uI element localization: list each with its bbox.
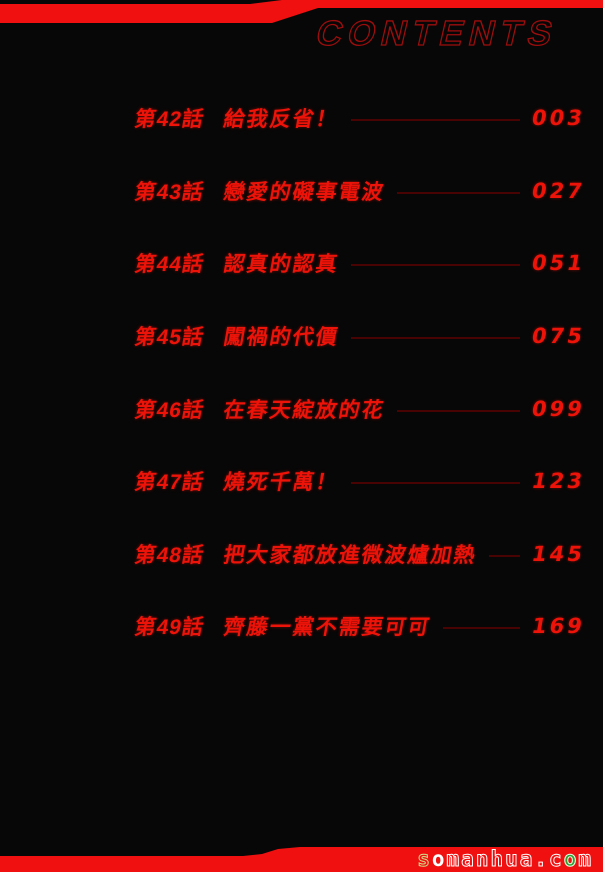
table-of-contents: 第42話 給我反省！ 003 第43話 戀愛的礙事電波 027 第44話 認真的… — [132, 82, 588, 663]
leader-line — [489, 554, 521, 557]
chapter-number: 第44話 — [132, 253, 207, 277]
chapter-number: 第45話 — [132, 326, 207, 350]
page-number: 123 — [530, 469, 588, 494]
watermark-text: s — [417, 847, 432, 872]
page-title: CONTENTS — [311, 13, 562, 53]
watermark-text: m — [578, 847, 593, 872]
toc-entry: 第45話 闖禍的代價 075 — [132, 300, 588, 373]
watermark-text: manhua.c — [446, 847, 564, 872]
chapter-title: 戀愛的礙事電波 — [222, 180, 388, 204]
toc-entry: 第46話 在春天綻放的花 099 — [132, 372, 588, 445]
toc-entry: 第49話 齊藤一黨不需要可可 169 — [132, 590, 588, 663]
chapter-title: 給我反省！ — [222, 108, 342, 132]
leader-line — [351, 264, 521, 267]
chapter-number: 第47話 — [132, 471, 207, 495]
watermark-text: o — [431, 847, 447, 871]
toc-entry: 第48話 把大家都放進微波爐加熱 145 — [132, 518, 588, 591]
chapter-title: 齊藤一黨不需要可可 — [222, 616, 434, 640]
page-number: 145 — [530, 541, 588, 566]
chapter-number: 第46話 — [132, 398, 207, 422]
leader-line — [397, 409, 521, 412]
top-red-band — [0, 0, 603, 23]
chapter-title: 把大家都放進微波爐加熱 — [222, 543, 480, 567]
chapter-title: 燒死千萬！ — [222, 471, 342, 495]
chapter-title: 認真的認真 — [222, 253, 342, 277]
chapter-number: 第42話 — [132, 108, 207, 132]
page-number: 051 — [530, 251, 588, 276]
leader-line — [397, 191, 521, 194]
chapter-number: 第49話 — [132, 616, 207, 640]
leader-line — [351, 337, 521, 340]
page-number: 003 — [530, 106, 588, 131]
toc-entry: 第44話 認真的認真 051 — [132, 227, 588, 300]
chapter-title: 在春天綻放的花 — [222, 398, 388, 422]
watermark-text: o — [563, 847, 579, 872]
chapter-number: 第48話 — [132, 543, 207, 567]
leader-line — [351, 119, 521, 122]
bottom-red-band — [0, 847, 603, 872]
chapter-number: 第43話 — [132, 180, 207, 204]
page-number: 027 — [530, 178, 588, 203]
site-watermark: somanhua.com — [417, 847, 593, 872]
toc-entry: 第47話 燒死千萬！ 123 — [132, 445, 588, 518]
leader-line — [351, 482, 521, 485]
leader-line — [443, 627, 521, 630]
chapter-title: 闖禍的代價 — [222, 326, 342, 350]
page-number: 075 — [530, 324, 588, 349]
page-number: 169 — [530, 614, 588, 639]
toc-entry: 第42話 給我反省！ 003 — [132, 82, 588, 155]
page-number: 099 — [530, 396, 588, 421]
toc-entry: 第43話 戀愛的礙事電波 027 — [132, 155, 588, 228]
